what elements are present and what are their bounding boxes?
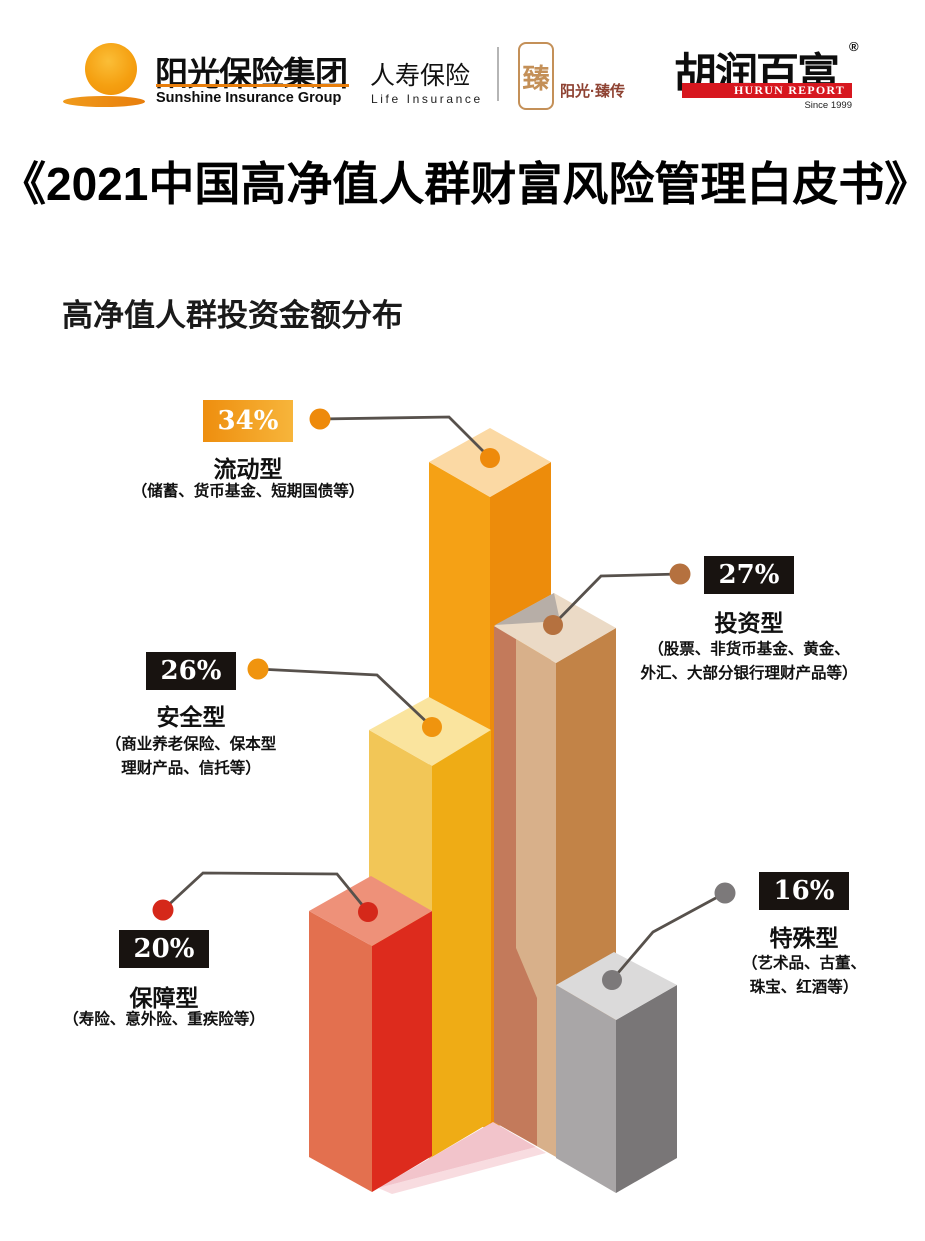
bar-teshu [556,952,677,1193]
connector-anquan [257,667,433,729]
zhen-seal-character: 臻 [522,63,550,94]
bar-dot-baozhang [358,902,378,922]
sunshine-group-name-en: Sunshine Insurance Group [156,90,342,106]
hurun-report-en: HURUN REPORT [734,83,845,97]
badge-teshu-value: 16% [773,876,835,906]
badge-anquan: 26% [146,652,236,690]
desc-line: （商业养老保险、保本型 [105,736,277,753]
floor-shadow [378,1122,536,1188]
badge-teshu: 16% [759,872,849,910]
registered-trademark-icon: ® [849,39,859,54]
floor-shadow-light [378,1147,546,1194]
category-teshu: 特殊型 [769,925,839,951]
connector-baozhang [162,871,370,913]
desc-line: （寿险、意外险、重疾险等） [63,1011,265,1028]
desc-line: （艺术品、古董、 [741,955,866,972]
page-title: 《2021中国高净值人群财富风险管理白皮书》 [0,158,925,210]
header-logos: 阳光保险集团 Sunshine Insurance Group 人寿保险 Lif… [0,0,925,130]
badge-baozhang-value: 20% [133,934,195,964]
category-liudong: 流动型 [213,456,283,482]
connector-lines [162,415,726,981]
connector-liudong [319,415,491,459]
bar-dot-liudong [480,448,500,468]
category-liudong-desc: （储蓄、货币基金、短期国债等） [128,480,368,504]
category-baozhang: 保障型 [129,985,199,1011]
label-dot-teshu [714,882,736,904]
label-dot-anquan [247,658,269,680]
hurun-report-banner: HURUN REPORT [682,83,852,98]
category-teshu-desc: （艺术品、古董、 珠宝、红酒等） [684,952,924,1000]
chart-title: 高净值人群投资金额分布 [62,298,403,333]
category-baozhang-desc: （寿险、意外险、重疾险等） [44,1008,284,1032]
bar-baozhang-left-face [309,911,372,1192]
bar-teshu-left-face [556,985,616,1193]
badge-baozhang: 20% [119,930,209,968]
badge-liudong-value: 34% [217,406,279,436]
badge-touzi-value: 27% [718,560,780,590]
connector-touzi [551,572,681,626]
logo-divider [497,47,499,101]
connector-teshu [610,891,726,981]
desc-line: （股票、非货币基金、黄金、 [648,641,850,658]
bar-teshu-right-face [616,985,677,1193]
zhen-seal-icon: 臻 [518,42,554,110]
sunshine-sun-icon [85,43,137,95]
label-dot-liudong [309,408,331,430]
desc-line: 理财产品、信托等） [121,760,261,777]
bar-baozhang [309,876,432,1192]
category-anquan-desc: （商业养老保险、保本型 理财产品、信托等） [71,733,311,781]
zhenchuan-label: 阳光·臻传 [560,83,625,100]
label-dot-touzi [669,563,691,585]
category-touzi: 投资型 [714,610,784,636]
bar-dot-anquan [422,717,442,737]
desc-line: 珠宝、红酒等） [749,979,859,996]
bar-dot-touzi [543,615,563,635]
life-insurance-en: Life Insurance [371,92,483,106]
life-insurance-cn: 人寿保险 [370,62,471,90]
category-anquan: 安全型 [156,704,226,730]
bar-baozhang-right-face [372,911,432,1192]
bar-dot-teshu [602,970,622,990]
hurun-since-label: Since 1999 [804,100,852,111]
desc-line: （储蓄、货币基金、短期国债等） [131,483,365,500]
connector-dots [152,408,736,990]
sunshine-swoosh-icon [63,96,145,107]
sunshine-underline [156,84,349,87]
category-touzi-desc: （股票、非货币基金、黄金、 外汇、大部分银行理财产品等） [629,638,869,686]
bar-anquan-right-face [432,730,491,1157]
bar-touzi-top-shadow [495,593,560,625]
desc-line: 外汇、大部分银行理财产品等） [640,665,858,682]
badge-anquan-value: 26% [160,656,222,686]
bar-touzi-shadow-strip [494,626,537,1146]
badge-touzi: 27% [704,556,794,594]
badge-liudong: 34% [203,400,293,442]
label-dot-baozhang [152,899,174,921]
